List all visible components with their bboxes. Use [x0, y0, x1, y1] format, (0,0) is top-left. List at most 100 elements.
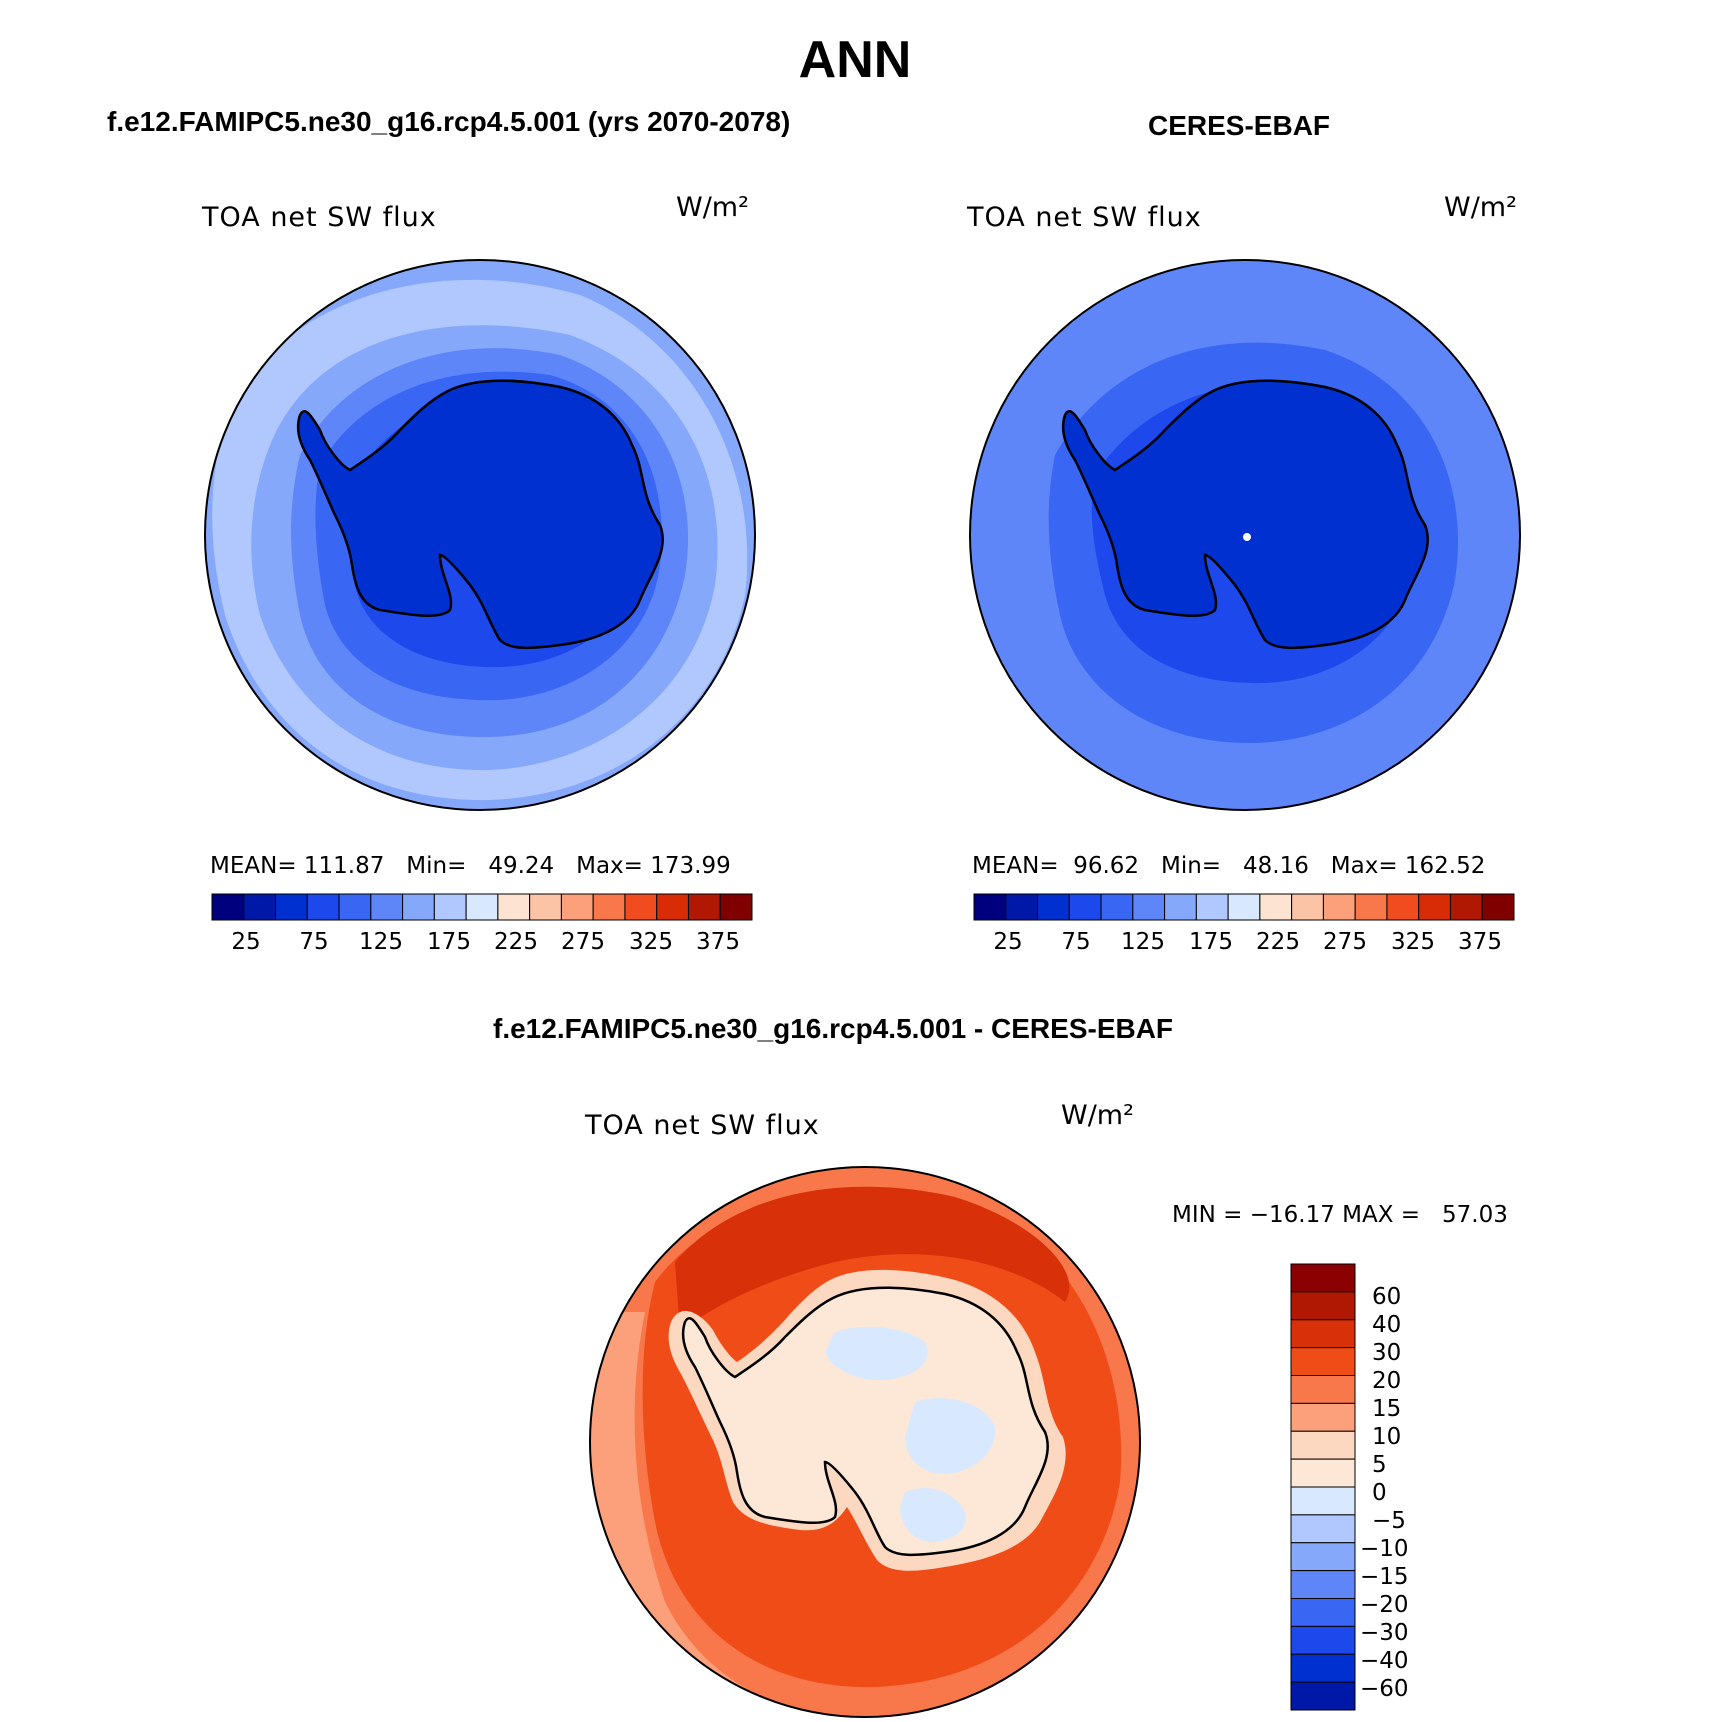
panel-2-units-label: W/m²	[1444, 192, 1517, 223]
panel-2-colorbar-tick: 75	[1061, 929, 1091, 955]
colorbar-swatch	[1322, 893, 1356, 921]
panel-1-colorbar-tick: 225	[494, 929, 538, 955]
colorbar-swatch	[1100, 893, 1134, 921]
panel-2-colorbar-tick: 125	[1121, 929, 1165, 955]
colorbar-swatch	[497, 893, 531, 921]
diff-panel-units-label: W/m²	[1061, 1100, 1134, 1131]
diff-colorbar-label: −15	[1360, 1564, 1409, 1590]
panel-2-variable-label: TOA net SW flux	[967, 202, 1202, 233]
colorbar-swatch	[719, 893, 753, 921]
colorbar-swatch	[1290, 1347, 1356, 1376]
colorbar-swatch	[973, 893, 1007, 921]
colorbar-swatch	[1290, 1625, 1356, 1655]
panel-1-colorbar-tick: 75	[299, 929, 329, 955]
colorbar-swatch	[370, 893, 404, 921]
colorbar-swatch	[656, 893, 689, 921]
panel-2-colorbar-tick: 325	[1391, 929, 1435, 955]
colorbar-swatch	[529, 893, 562, 921]
colorbar-swatch	[1290, 1430, 1356, 1460]
panel-2-colorbar-tick: 375	[1458, 929, 1502, 955]
colorbar-swatch	[1290, 1486, 1356, 1516]
panel-2-title: CERES-EBAF	[1148, 110, 1331, 141]
panel-1-colorbar-tick: 175	[427, 929, 471, 955]
colorbar-swatch	[306, 893, 340, 921]
diff-panel-polar-map	[589, 1166, 1141, 1718]
colorbar-swatch	[1449, 893, 1483, 921]
colorbar-swatch	[624, 893, 658, 921]
colorbar-swatch	[1290, 1542, 1356, 1572]
colorbar-swatch	[402, 893, 435, 921]
diff-colorbar-label: 0	[1372, 1480, 1387, 1506]
colorbar-swatch	[1290, 1291, 1356, 1321]
diff-panel-title: f.e12.FAMIPC5.ne30_g16.rcp4.5.001 - CERE…	[493, 1013, 1174, 1044]
panel-2-colorbar-tick: 175	[1189, 929, 1233, 955]
colorbar-swatch	[338, 893, 372, 921]
diff-colorbar-label: 10	[1372, 1424, 1402, 1450]
colorbar-swatch	[1195, 893, 1229, 921]
diff-colorbar-label: 40	[1372, 1312, 1402, 1338]
colorbar-swatch	[1290, 1598, 1356, 1627]
diff-colorbar-label: 60	[1372, 1284, 1402, 1310]
colorbar-swatch	[1005, 893, 1039, 921]
colorbar-swatch	[433, 893, 467, 921]
panel-1-colorbar	[211, 893, 753, 921]
diff-colorbar-label: −5	[1372, 1508, 1406, 1534]
diff-colorbar-label: −60	[1360, 1676, 1409, 1702]
colorbar-swatch	[592, 893, 626, 921]
diff-colorbar-label: −40	[1360, 1648, 1409, 1674]
panel-2-colorbar	[973, 893, 1515, 921]
panel-2-polar-map	[969, 259, 1521, 811]
panel-2-stats: MEAN= 96.62 Min= 48.16 Max= 162.52	[972, 853, 1486, 879]
diff-colorbar-label: 20	[1372, 1368, 1402, 1394]
colorbar-swatch	[1132, 893, 1166, 921]
panel-1-variable-label: TOA net SW flux	[202, 202, 437, 233]
diff-colorbar-label: 30	[1372, 1340, 1402, 1366]
colorbar-swatch	[1291, 893, 1324, 921]
panel-2-colorbar-tick: 275	[1323, 929, 1367, 955]
colorbar-swatch	[1290, 1263, 1356, 1293]
diff-colorbar-label: 5	[1372, 1452, 1387, 1478]
colorbar-swatch	[1068, 893, 1102, 921]
diff-colorbar-label: −10	[1360, 1536, 1409, 1562]
colorbar-swatch	[1354, 893, 1388, 921]
panel-1-colorbar-tick: 25	[231, 929, 261, 955]
diff-panel-stats: MIN = −16.17 MAX = 57.03	[1172, 1202, 1508, 1228]
panel-1-colorbar-tick: 375	[696, 929, 740, 955]
colorbar-swatch	[1290, 1375, 1356, 1404]
colorbar-swatch	[1290, 1458, 1356, 1488]
colorbar-swatch	[1290, 1514, 1356, 1544]
colorbar-swatch	[1418, 893, 1451, 921]
main-title: ANN	[798, 31, 912, 89]
colorbar-swatch	[1386, 893, 1420, 921]
diff-colorbar-label: −30	[1360, 1620, 1409, 1646]
panel-2-colorbar-tick: 225	[1256, 929, 1300, 955]
diff-colorbar-label: −20	[1360, 1592, 1409, 1618]
colorbar-swatch	[211, 893, 245, 921]
colorbar-swatch	[1290, 1402, 1356, 1432]
colorbar-swatch	[275, 893, 308, 921]
panel-1-polar-map	[204, 259, 756, 811]
colorbar-swatch	[1164, 893, 1197, 921]
panel-1-units-label: W/m²	[676, 192, 749, 223]
colorbar-swatch	[1037, 893, 1070, 921]
panel-1-colorbar-tick: 275	[561, 929, 605, 955]
colorbar-swatch	[1227, 893, 1261, 921]
colorbar-swatch	[687, 893, 721, 921]
panel-1-title: f.e12.FAMIPC5.ne30_g16.rcp4.5.001 (yrs 2…	[107, 106, 791, 137]
diff-colorbar-label: 15	[1372, 1396, 1402, 1422]
panel-2-colorbar-tick: 25	[993, 929, 1023, 955]
colorbar-swatch	[1481, 893, 1515, 921]
panel-1-colorbar-tick: 125	[359, 929, 403, 955]
colorbar-swatch	[1259, 893, 1293, 921]
colorbar-swatch	[1290, 1681, 1356, 1711]
colorbar-swatch	[243, 893, 277, 921]
colorbar-swatch	[560, 893, 594, 921]
panel-1-stats: MEAN= 111.87 Min= 49.24 Max= 173.99	[210, 853, 731, 879]
colorbar-swatch	[1290, 1653, 1356, 1683]
colorbar-swatch	[1290, 1570, 1356, 1599]
panel-1-colorbar-tick: 325	[629, 929, 673, 955]
diff-panel-colorbar	[1290, 1263, 1356, 1711]
colorbar-swatch	[1290, 1319, 1356, 1349]
colorbar-swatch	[465, 893, 499, 921]
diff-panel-variable-label: TOA net SW flux	[585, 1110, 820, 1141]
